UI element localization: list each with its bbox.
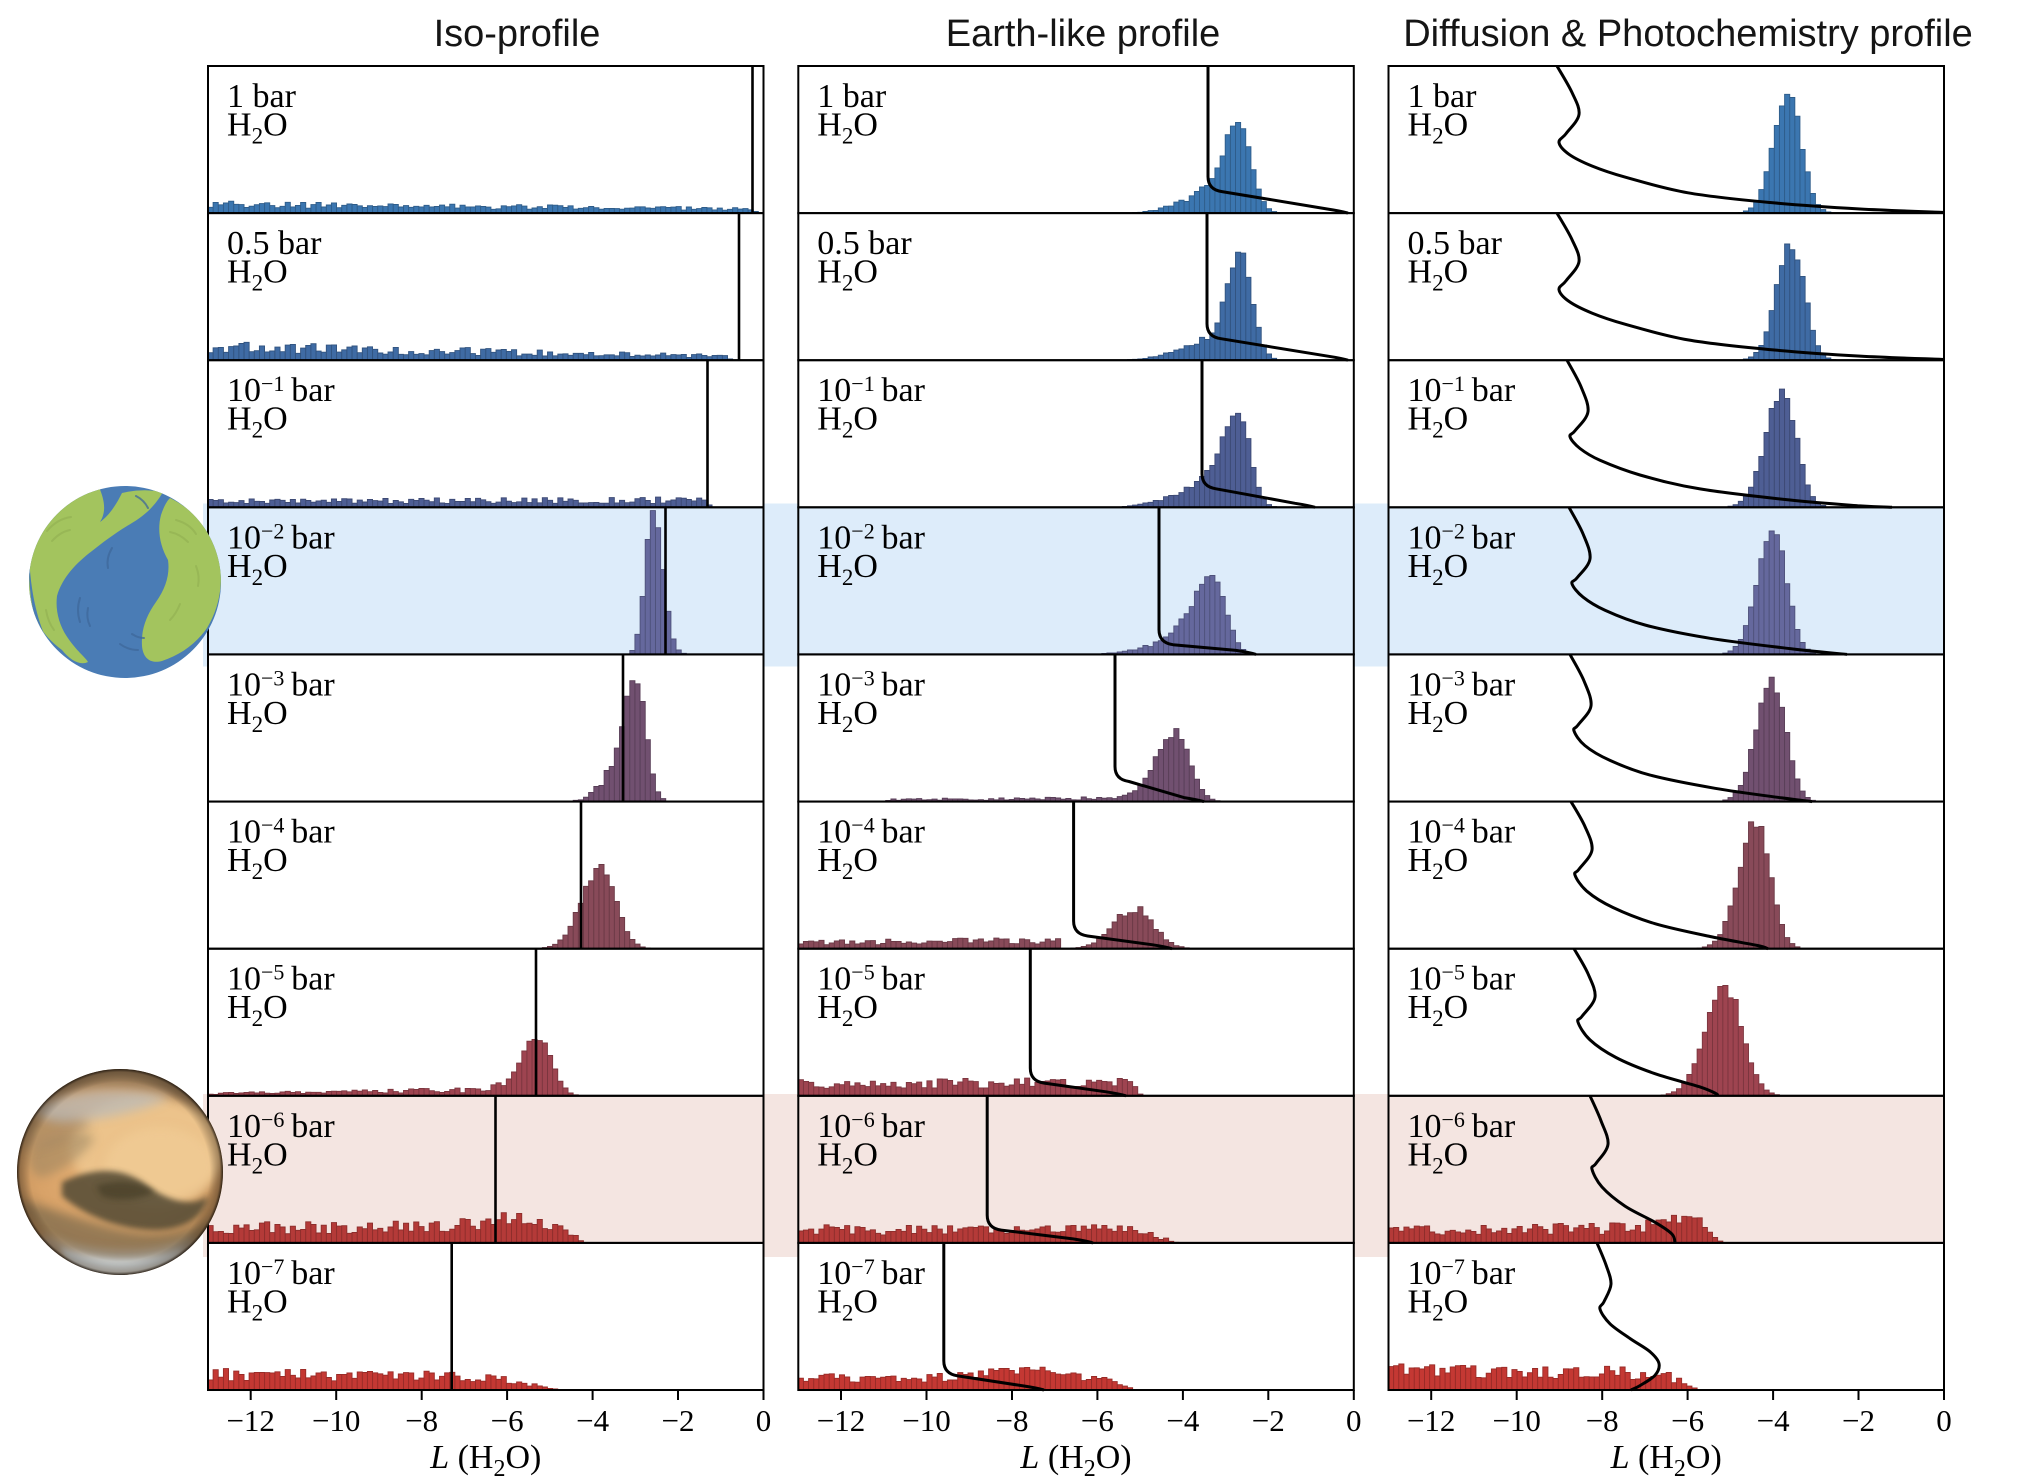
svg-text:Earth-like profile: Earth-like profile (946, 13, 1221, 55)
svg-text:10−1 bar: 10−1 bar (227, 371, 335, 409)
svg-text:−6: −6 (491, 1403, 524, 1438)
svg-text:10−5 bar: 10−5 bar (817, 960, 925, 998)
svg-text:H2O: H2O (1408, 842, 1469, 884)
svg-text:0: 0 (756, 1403, 772, 1438)
svg-text:0.5 bar: 0.5 bar (227, 225, 322, 262)
svg-text:H2O: H2O (1408, 695, 1469, 737)
svg-text:1 bar: 1 bar (227, 78, 297, 115)
svg-text:−8: −8 (1586, 1403, 1619, 1438)
svg-text:−12: −12 (1407, 1403, 1455, 1438)
svg-text:0.5 bar: 0.5 bar (817, 225, 912, 262)
svg-text:0: 0 (1346, 1403, 1362, 1438)
svg-text:−12: −12 (817, 1403, 865, 1438)
svg-text:−8: −8 (405, 1403, 438, 1438)
svg-text:1 bar: 1 bar (817, 78, 887, 115)
svg-text:−6: −6 (1671, 1403, 1704, 1438)
svg-text:−4: −4 (576, 1403, 609, 1438)
svg-text:L (H2O): L (H2O) (429, 1439, 541, 1480)
svg-text:−6: −6 (1081, 1403, 1114, 1438)
svg-text:−2: −2 (1252, 1403, 1285, 1438)
svg-text:10−6 bar: 10−6 bar (817, 1107, 925, 1145)
svg-text:0.5 bar: 0.5 bar (1408, 225, 1503, 262)
svg-text:H2O: H2O (1408, 401, 1469, 443)
svg-text:−10: −10 (902, 1403, 950, 1438)
svg-text:L (H2O): L (H2O) (1019, 1439, 1131, 1480)
svg-text:Iso-profile: Iso-profile (434, 13, 601, 55)
svg-text:−10: −10 (312, 1403, 360, 1438)
svg-text:10−5 bar: 10−5 bar (227, 960, 335, 998)
svg-text:0: 0 (1936, 1403, 1952, 1438)
svg-text:H2O: H2O (1408, 1283, 1469, 1325)
svg-text:10−2 bar: 10−2 bar (227, 518, 335, 556)
svg-text:−4: −4 (1757, 1403, 1790, 1438)
svg-text:10−4 bar: 10−4 bar (817, 813, 925, 851)
svg-text:10−7 bar: 10−7 bar (227, 1254, 335, 1292)
svg-text:10−3 bar: 10−3 bar (817, 665, 925, 703)
svg-text:10−6 bar: 10−6 bar (227, 1107, 335, 1145)
svg-text:H2O: H2O (817, 842, 878, 884)
svg-text:−8: −8 (996, 1403, 1029, 1438)
svg-text:−10: −10 (1492, 1403, 1540, 1438)
svg-text:10−7 bar: 10−7 bar (1408, 1254, 1516, 1292)
svg-text:−12: −12 (226, 1403, 274, 1438)
svg-text:−2: −2 (1842, 1403, 1875, 1438)
svg-text:−4: −4 (1166, 1403, 1199, 1438)
svg-text:L (H2O): L (H2O) (1610, 1439, 1722, 1480)
svg-text:10−2 bar: 10−2 bar (817, 518, 925, 556)
svg-text:−2: −2 (662, 1403, 695, 1438)
svg-text:1 bar: 1 bar (1408, 78, 1478, 115)
svg-text:10−6 bar: 10−6 bar (1408, 1107, 1516, 1145)
svg-text:Diffusion & Photochemistry pro: Diffusion & Photochemistry profile (1403, 13, 1973, 55)
